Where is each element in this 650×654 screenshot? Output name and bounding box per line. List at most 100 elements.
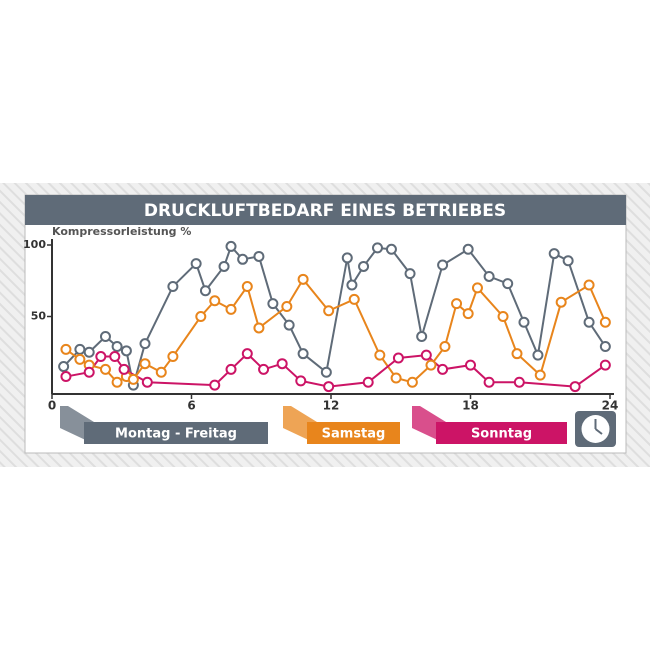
data-point	[462, 243, 474, 255]
data-point	[155, 366, 167, 378]
y-tick-label: 50	[31, 310, 47, 323]
series-line	[65, 352, 606, 388]
x-tick-label: 24	[602, 399, 619, 413]
data-point	[225, 363, 237, 375]
data-point	[372, 242, 383, 254]
title-bar	[25, 195, 626, 225]
data-point	[346, 279, 358, 291]
data-point	[390, 372, 402, 384]
data-point	[471, 282, 483, 294]
data-point	[404, 268, 416, 280]
data-point	[74, 353, 86, 365]
legend-item: Sonntag	[412, 406, 567, 444]
data-point	[99, 363, 111, 375]
data-point	[437, 259, 449, 271]
chart-title: DRUCKLUFTBEDARF EINES BETRIEBES	[144, 201, 506, 221]
data-point	[358, 260, 370, 272]
data-point	[323, 381, 335, 393]
data-point	[241, 348, 253, 360]
data-point	[406, 376, 418, 388]
data-point	[60, 371, 72, 383]
legend-item: Montag - Freitag	[60, 406, 268, 444]
data-point	[497, 311, 509, 322]
legend-swatch	[307, 422, 400, 444]
data-point	[83, 366, 95, 378]
data-point	[297, 348, 309, 360]
data-point	[562, 255, 574, 267]
data-point	[483, 376, 495, 388]
data-point	[392, 352, 404, 364]
data-point	[599, 359, 611, 371]
data-point	[502, 278, 514, 290]
data-point	[439, 341, 451, 353]
data-point	[225, 240, 237, 252]
data-point	[599, 316, 611, 328]
clock-icon	[575, 411, 616, 447]
data-point	[267, 298, 279, 310]
data-point	[534, 369, 546, 381]
legend-swatch	[436, 422, 567, 444]
data-point	[258, 363, 270, 375]
y-tick-label: 100	[23, 238, 46, 251]
data-point	[99, 331, 111, 343]
x-tick-label: 0	[48, 399, 56, 413]
data-point	[111, 376, 123, 388]
data-point	[425, 359, 437, 371]
data-point	[167, 351, 179, 363]
data-point	[462, 308, 474, 320]
data-point	[362, 376, 374, 388]
data-point	[241, 280, 253, 292]
data-point	[483, 270, 495, 282]
data-point	[218, 260, 230, 272]
data-point	[583, 279, 595, 291]
data-point	[374, 349, 386, 361]
data-point	[555, 296, 567, 308]
data-point	[451, 298, 463, 310]
data-point	[195, 311, 207, 322]
data-point	[60, 343, 72, 355]
data-point	[281, 300, 293, 312]
data-point	[276, 358, 288, 370]
data-point	[118, 363, 130, 375]
y-axis-label: Kompressorleistung %	[52, 225, 191, 238]
data-point	[225, 303, 237, 315]
data-point	[320, 366, 332, 378]
data-point	[209, 379, 221, 391]
legend-label: Samstag	[322, 427, 386, 442]
data-point	[518, 316, 530, 328]
data-point	[74, 343, 86, 355]
data-point	[283, 319, 295, 331]
data-point	[297, 273, 309, 285]
data-point	[111, 341, 123, 353]
data-point	[253, 322, 265, 334]
data-point	[341, 252, 353, 264]
data-point	[58, 361, 70, 373]
x-tick-label: 6	[187, 399, 195, 413]
data-point	[120, 345, 132, 357]
data-point	[323, 305, 335, 317]
data-point	[437, 363, 449, 375]
data-point	[420, 349, 432, 361]
data-point	[599, 341, 611, 353]
legend-label: Sonntag	[471, 427, 532, 442]
legend-label: Montag - Freitag	[115, 427, 237, 442]
data-point	[190, 258, 202, 270]
legend-item: Samstag	[283, 406, 400, 444]
data-point	[167, 280, 179, 292]
data-point	[465, 359, 476, 371]
data-point	[83, 346, 95, 358]
data-point	[548, 248, 560, 260]
data-point	[237, 253, 249, 265]
data-point	[511, 348, 523, 360]
data-point	[199, 285, 211, 297]
data-point	[295, 375, 307, 387]
data-point	[139, 358, 151, 370]
data-point	[348, 293, 360, 305]
x-tick-label: 18	[462, 399, 479, 413]
data-point	[109, 351, 121, 363]
data-point	[513, 376, 525, 388]
data-point	[583, 316, 595, 328]
data-point	[139, 338, 151, 350]
